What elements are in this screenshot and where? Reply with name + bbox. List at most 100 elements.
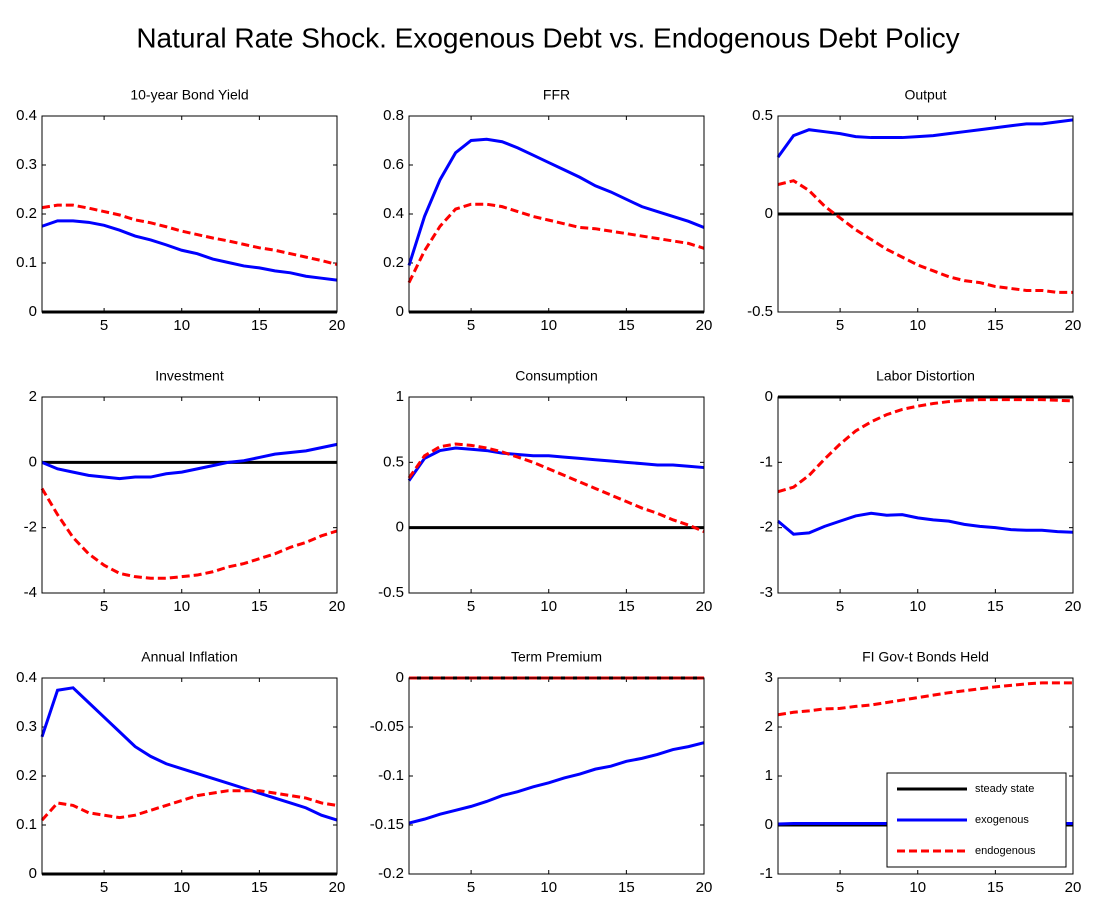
x-tick-label: 5: [100, 598, 108, 615]
series-line: [41, 203, 338, 266]
series-line: [41, 442, 338, 481]
axes-frame: [777, 677, 1074, 875]
y-tick-label: 0: [396, 303, 404, 320]
series-line: [777, 179, 1073, 294]
y-tick-label: 0.1: [16, 816, 37, 833]
plot-area: [409, 116, 704, 312]
x-tick-label: 15: [618, 317, 635, 334]
y-tick-label: 0.1: [16, 254, 37, 271]
series-line: [407, 446, 705, 482]
x-tick-label: 20: [1065, 317, 1082, 334]
subplot-title: 10-year Bond Yield: [130, 87, 248, 103]
series-line: [407, 442, 705, 533]
subplot-title: Labor Distortion: [876, 368, 975, 384]
subplot-title: FI Gov-t Bonds Held: [862, 649, 989, 665]
y-tick-label: 0: [29, 865, 37, 882]
x-tick-label: 15: [251, 598, 268, 615]
x-tick-label: 15: [618, 598, 635, 615]
x-tick-label: 10: [173, 879, 190, 896]
y-tick-label: 1: [765, 767, 773, 784]
y-tick-label: -1: [760, 865, 773, 882]
x-tick-label: 20: [329, 598, 346, 615]
y-tick-label: 0: [29, 453, 37, 470]
figure-title: Natural Rate Shock. Exogenous Debt vs. E…: [136, 22, 959, 53]
y-tick-label: 0: [396, 519, 404, 536]
x-tick-label: 5: [100, 317, 108, 334]
x-tick-label: 15: [987, 598, 1004, 615]
axes-frame: [777, 396, 1074, 594]
y-tick-label: -4: [24, 584, 37, 601]
series-line: [407, 137, 705, 266]
series-line: [408, 741, 705, 825]
y-tick-label: 0: [396, 669, 404, 686]
y-tick-label: -0.2: [378, 865, 404, 882]
legend-label: exogenous: [975, 814, 1029, 826]
x-tick-label: 10: [909, 879, 926, 896]
x-tick-label: 10: [540, 317, 557, 334]
x-tick-label: 20: [1065, 598, 1082, 615]
y-tick-label: 0.4: [16, 669, 37, 686]
y-tick-label: 0.8: [383, 107, 404, 124]
axes-frame: [408, 396, 705, 594]
subplot-title: Annual Inflation: [141, 649, 238, 665]
x-tick-label: 5: [836, 317, 844, 334]
subplot-title: Investment: [155, 368, 224, 384]
plot-area: [42, 397, 337, 593]
series-line: [40, 686, 338, 822]
series-line: [777, 681, 1073, 717]
legend-label: steady state: [975, 783, 1034, 795]
x-tick-label: 20: [329, 879, 346, 896]
y-tick-label: 0.4: [383, 205, 404, 222]
x-tick-label: 10: [173, 317, 190, 334]
x-tick-label: 20: [1065, 879, 1082, 896]
plot-area: [778, 397, 1073, 593]
x-tick-label: 15: [618, 879, 635, 896]
x-tick-label: 10: [909, 317, 926, 334]
y-tick-label: -3: [760, 584, 773, 601]
y-tick-label: 0.4: [16, 107, 37, 124]
plot-area: [42, 116, 337, 312]
x-tick-label: 10: [909, 598, 926, 615]
y-tick-label: 0.2: [383, 254, 404, 271]
subplot-title: FFR: [543, 87, 570, 103]
y-tick-label: -0.5: [378, 584, 404, 601]
y-tick-label: 0.6: [383, 156, 404, 173]
x-tick-label: 15: [251, 879, 268, 896]
y-tick-label: 0: [765, 205, 773, 222]
x-tick-label: 5: [467, 879, 475, 896]
x-tick-label: 5: [836, 879, 844, 896]
subplot-title: Term Premium: [511, 649, 602, 665]
subplot-title: Consumption: [515, 368, 598, 384]
x-tick-label: 15: [251, 317, 268, 334]
y-tick-label: 0.5: [383, 453, 404, 470]
y-tick-label: 2: [765, 718, 773, 735]
series-line: [777, 511, 1074, 536]
axes-frame: [41, 396, 338, 594]
x-tick-label: 20: [696, 598, 713, 615]
axes-frame: [41, 115, 338, 313]
y-tick-label: -1: [760, 453, 773, 470]
plot-area: [42, 678, 337, 874]
y-tick-label: -2: [760, 519, 773, 536]
x-tick-label: 15: [987, 879, 1004, 896]
y-tick-label: -0.5: [747, 303, 773, 320]
y-tick-label: -0.1: [378, 767, 404, 784]
x-tick-label: 5: [467, 317, 475, 334]
y-tick-label: -0.05: [370, 718, 404, 735]
series-line: [41, 219, 338, 282]
y-tick-label: 1: [396, 388, 404, 405]
y-tick-label: 0: [765, 388, 773, 405]
subplot-title: Output: [904, 87, 946, 103]
legend-label: endogenous: [975, 845, 1036, 857]
series-line: [40, 789, 338, 822]
series-line: [407, 202, 705, 284]
y-tick-label: 0.5: [752, 107, 773, 124]
y-tick-label: 2: [29, 388, 37, 405]
x-tick-label: 20: [329, 317, 346, 334]
series-line: [777, 398, 1074, 494]
y-tick-label: 0.2: [16, 205, 37, 222]
x-tick-label: 10: [540, 879, 557, 896]
y-tick-label: 0: [765, 816, 773, 833]
series-line: [776, 118, 1074, 159]
